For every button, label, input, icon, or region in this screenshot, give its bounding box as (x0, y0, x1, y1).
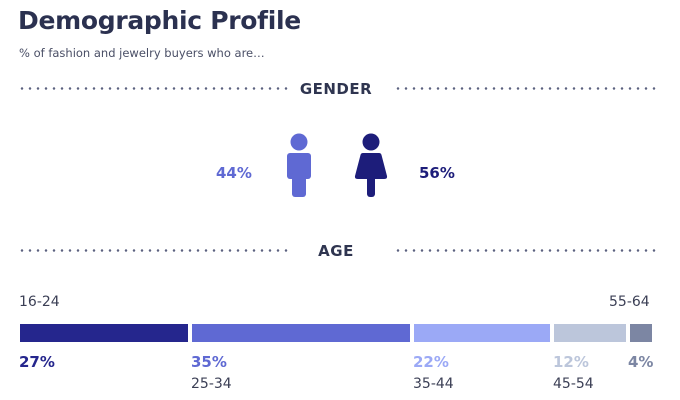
divider-dotted-right (394, 249, 658, 252)
male-person-icon (284, 131, 314, 199)
page-subtitle: % of fashion and jewelry buyers who are… (19, 46, 265, 60)
female-percentage: 56% (419, 164, 455, 182)
age-percentage-45-54: 12% (553, 353, 589, 371)
bar-segment-55-64 (630, 324, 652, 342)
age-percentage-35-44: 22% (413, 353, 449, 371)
age-range-label-25-34: 25-34 (191, 376, 232, 392)
male-percentage: 44% (216, 164, 252, 182)
female-person-icon (354, 131, 388, 199)
age-percentage-16-24: 27% (19, 353, 55, 371)
age-range-label-35-44: 35-44 (413, 376, 454, 392)
section-label-age: AGE (318, 242, 354, 260)
section-label-gender: GENDER (299, 80, 373, 98)
age-range-label-45-54: 45-54 (553, 376, 594, 392)
divider-dotted-left (18, 87, 288, 90)
divider-dotted-left (18, 249, 288, 252)
age-percentage-25-34: 35% (191, 353, 227, 371)
divider-dotted-right (394, 87, 658, 90)
age-range-label-16-24: 16-24 (19, 294, 60, 310)
bar-segment-35-44 (414, 324, 550, 342)
page-title: Demographic Profile (18, 6, 301, 35)
bar-segment-45-54 (554, 324, 626, 342)
bar-segment-25-34 (192, 324, 410, 342)
age-percentage-55-64: 4% (628, 353, 654, 371)
bar-segment-16-24 (20, 324, 188, 342)
age-range-label-55-64: 55-64 (609, 294, 650, 310)
